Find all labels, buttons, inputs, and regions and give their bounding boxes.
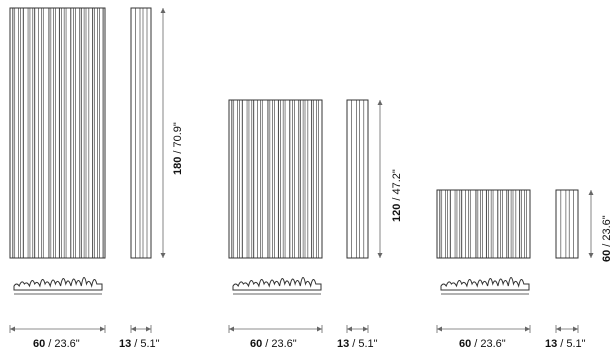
arrowhead bbox=[146, 326, 151, 332]
profile-section bbox=[232, 277, 322, 295]
arrowhead bbox=[10, 326, 15, 332]
width-dimension bbox=[228, 325, 323, 333]
height-label: 120/ 47.2" bbox=[391, 169, 403, 222]
side-view bbox=[346, 99, 369, 259]
profile-section bbox=[13, 277, 103, 295]
side-outline bbox=[346, 99, 369, 259]
panel-short: 60/ 23.6" 13/ 5.1" 60/ 23.6" bbox=[436, 189, 613, 350]
arrowhead bbox=[377, 253, 383, 258]
side-outline bbox=[130, 7, 152, 259]
side-outline bbox=[555, 189, 579, 259]
width-label: 60/ 23.6" bbox=[459, 338, 506, 350]
arrowhead bbox=[347, 326, 352, 332]
arrowhead bbox=[556, 326, 561, 332]
profile-outline bbox=[13, 277, 103, 291]
side-view bbox=[555, 189, 579, 259]
panel-outline bbox=[228, 99, 323, 259]
arrowhead bbox=[317, 326, 322, 332]
depth-dimension bbox=[130, 325, 152, 333]
arrowhead bbox=[437, 326, 442, 332]
profile-section bbox=[440, 277, 530, 295]
panel-outline bbox=[9, 7, 106, 259]
arrowhead bbox=[160, 253, 166, 258]
height-dimension bbox=[588, 190, 594, 258]
height-dimension bbox=[377, 100, 383, 258]
arrowhead bbox=[525, 326, 530, 332]
arrowhead bbox=[100, 326, 105, 332]
panel-medium: 60/ 23.6" 13/ 5.1" 120/ 47.2" bbox=[228, 99, 403, 350]
front-view bbox=[436, 189, 531, 259]
height-dimension bbox=[160, 8, 166, 258]
profile-outline bbox=[232, 277, 322, 291]
width-dimension bbox=[9, 325, 106, 333]
height-label: 60/ 23.6" bbox=[601, 215, 613, 262]
panel-tall: 60/ 23.6" 13/ 5.1" 180/ 70.9" bbox=[9, 7, 184, 350]
arrowhead bbox=[573, 326, 578, 332]
depth-dimension bbox=[346, 325, 369, 333]
width-label: 60/ 23.6" bbox=[250, 338, 297, 350]
panel-outline bbox=[436, 189, 531, 259]
depth-label: 13/ 5.1" bbox=[119, 338, 160, 350]
arrowhead bbox=[377, 100, 383, 105]
profile-outline bbox=[440, 277, 530, 291]
front-view bbox=[228, 99, 323, 259]
arrowhead bbox=[131, 326, 136, 332]
arrowhead bbox=[588, 253, 594, 258]
arrowhead bbox=[229, 326, 234, 332]
side-view bbox=[130, 7, 152, 259]
arrowhead bbox=[588, 190, 594, 195]
height-label: 180/ 70.9" bbox=[172, 122, 184, 175]
width-dimension bbox=[436, 325, 531, 333]
depth-label: 13/ 5.1" bbox=[545, 338, 586, 350]
arrowhead bbox=[363, 326, 368, 332]
arrowhead bbox=[160, 8, 166, 13]
depth-label: 13/ 5.1" bbox=[337, 338, 378, 350]
depth-dimension bbox=[555, 325, 579, 333]
front-view bbox=[9, 7, 106, 259]
width-label: 60/ 23.6" bbox=[33, 338, 80, 350]
